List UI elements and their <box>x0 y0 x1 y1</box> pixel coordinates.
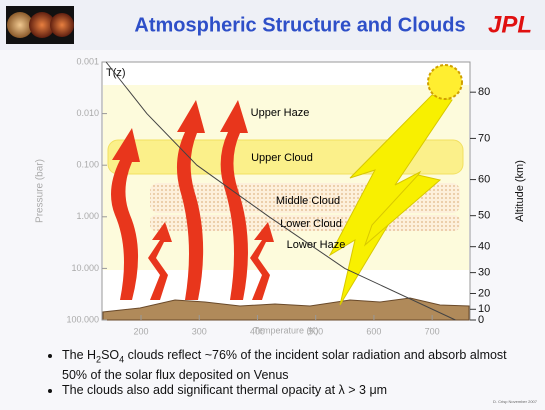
y2-tick-label: 60 <box>478 173 490 185</box>
bullet-text: The clouds also add significant thermal … <box>62 382 388 397</box>
y-tick-label: 0.001 <box>76 56 99 66</box>
y2-tick-label: 40 <box>478 241 490 253</box>
y-tick-label: 0.010 <box>76 108 99 118</box>
layer-label: Middle Cloud <box>276 195 340 207</box>
planet <box>7 12 33 38</box>
y-tick-label: 0.100 <box>76 160 99 170</box>
x-tick-label: 300 <box>192 326 207 336</box>
bullet: The clouds also add significant thermal … <box>62 383 524 398</box>
title-bar <box>0 0 545 50</box>
heat-arrows <box>111 100 274 300</box>
footer: D. Crisp November 2007 <box>492 399 537 404</box>
y2-tick-label: 0 <box>478 314 484 326</box>
y2-tick-label: 20 <box>478 287 490 299</box>
layer-label: Upper Haze <box>251 107 310 119</box>
y2-tick-label: 70 <box>478 132 490 144</box>
bullet: The H2SO4 clouds reflect ~76% of the inc… <box>62 348 524 383</box>
subscript: 4 <box>119 354 125 365</box>
subscript: 2 <box>96 354 102 365</box>
arrow <box>111 128 140 300</box>
slide-title: Atmospheric Structure and Clouds <box>134 14 465 36</box>
beam <box>328 94 453 306</box>
y-tick-label: 10.000 <box>71 263 99 273</box>
y2-tick-label: 10 <box>478 303 490 315</box>
bullets: The H2SO4 clouds reflect ~76% of the inc… <box>44 348 524 398</box>
y-tick-label: 100.000 <box>66 314 99 324</box>
y-tick-label: 1.000 <box>76 211 99 221</box>
y-axis-label: Pressure (bar) <box>35 159 46 223</box>
planet <box>29 12 55 38</box>
arrow <box>148 222 172 300</box>
arrow <box>220 100 248 300</box>
layer-label: Lower Haze <box>287 239 346 251</box>
bullet-list: The H2SO4 clouds reflect ~76% of the inc… <box>44 348 524 398</box>
temperature-profile <box>105 61 456 321</box>
y2-axis-label: Altitude (km) <box>514 160 526 222</box>
planet <box>50 13 74 37</box>
series-label: T(z) <box>106 67 126 79</box>
sun <box>427 64 463 100</box>
y2-tick-label: 30 <box>478 267 490 279</box>
arrow <box>176 100 205 300</box>
x-axis-label: Temperature (K) <box>253 325 318 335</box>
bullet-text: SO <box>101 348 120 362</box>
arrow <box>250 222 274 300</box>
beam <box>363 174 442 247</box>
x-tick-label: 200 <box>133 326 148 336</box>
surface <box>102 297 470 321</box>
sun-beams <box>328 94 453 306</box>
bullet-text: The H <box>62 348 97 362</box>
layer-label: Upper Cloud <box>251 152 313 164</box>
x-tick-label: 700 <box>425 326 440 336</box>
x-tick-label: 600 <box>366 326 381 336</box>
y2-tick-label: 50 <box>478 210 490 222</box>
bullet-text: clouds reflect ~76% of the incident sola… <box>62 348 507 382</box>
x-tick-label: 400 <box>250 326 265 336</box>
x-tick-label: 500 <box>308 326 323 336</box>
layer-label: Lower Cloud <box>280 218 342 230</box>
y2-tick-label: 80 <box>478 86 490 98</box>
logo: JPL <box>488 11 532 38</box>
